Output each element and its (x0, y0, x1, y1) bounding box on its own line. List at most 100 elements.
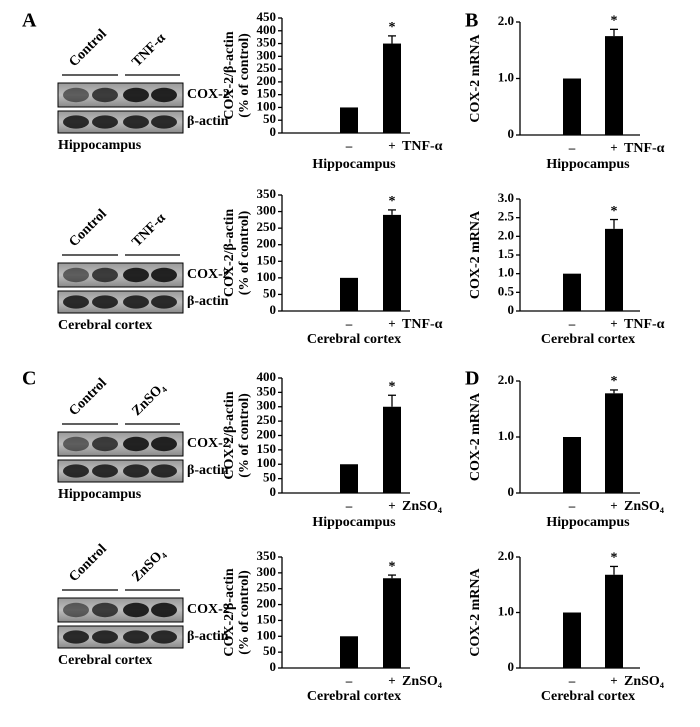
bar (383, 43, 401, 133)
bar (383, 214, 401, 311)
blot-band (151, 115, 177, 129)
x-axis-label: Cerebral cortex (307, 332, 401, 347)
blot-band (92, 436, 118, 452)
y-tick-label: 100 (257, 269, 277, 284)
significance: * (389, 559, 396, 574)
blot-band (63, 436, 89, 452)
x-tick-label: + (610, 140, 617, 155)
significance: * (611, 14, 618, 29)
blot-band (151, 630, 177, 644)
y-tick-label: 1.0 (498, 603, 514, 618)
blot-strip (57, 625, 184, 649)
y-tick-label: 300 (257, 564, 277, 579)
protein-label: β-actin (187, 629, 229, 644)
treatment-label: TNF-α (624, 317, 665, 332)
x-tick-label: – (568, 140, 576, 155)
x-tick-label: – (345, 498, 353, 513)
protein-label: β-actin (187, 463, 229, 478)
y-tick-label: 200 (257, 596, 277, 611)
y-axis-label: COX-2 mRNA (468, 567, 483, 656)
y-tick-label: 250 (257, 219, 277, 234)
blot-band (92, 267, 118, 283)
y-tick-label: 200 (257, 73, 277, 88)
blot-band (151, 87, 177, 103)
panel-letter: C (22, 368, 36, 390)
lane-label: ZnSO₄ (129, 380, 168, 419)
blot-band (92, 602, 118, 618)
y-tick-label: 350 (257, 383, 277, 398)
bar (340, 636, 358, 668)
y-axis-label: COX-2/β-actin (222, 209, 237, 297)
significance: * (611, 204, 618, 219)
x-tick-label: + (388, 498, 395, 513)
y-tick-label: 2.5 (498, 209, 515, 224)
blot-band (123, 630, 149, 644)
treatment-label: TNF-α (402, 139, 443, 154)
x-axis-label: Cerebral cortex (307, 689, 401, 704)
lane-label: Control (66, 376, 110, 420)
x-tick-label: – (345, 138, 353, 153)
blot-band (92, 87, 118, 103)
bar (605, 36, 623, 135)
bar (340, 107, 358, 133)
blot-strip (57, 459, 184, 483)
y-tick-label: 150 (257, 252, 277, 267)
protein-label: COX-2 (187, 436, 230, 451)
y-tick-label: 0 (508, 302, 515, 317)
significance: * (611, 551, 618, 566)
y-tick-label: 250 (257, 412, 277, 427)
bar (563, 78, 581, 135)
panel-letter: D (465, 368, 479, 390)
bar (605, 228, 623, 311)
y-tick-label: 50 (263, 643, 276, 658)
x-tick-label: – (568, 673, 576, 688)
y-tick-label: 1.0 (498, 69, 514, 84)
y-tick-label: 200 (257, 236, 277, 251)
blot-band (63, 464, 89, 478)
protein-label: COX-2 (187, 602, 230, 617)
y-tick-label: 0 (508, 484, 515, 499)
region-label: Hippocampus (58, 138, 142, 153)
y-tick-label: 0 (508, 659, 515, 674)
blot-band (151, 436, 177, 452)
y-axis-label: COX-2 mRNA (468, 33, 483, 122)
y-tick-label: 400 (257, 22, 277, 37)
lane-label: TNF-α (129, 31, 168, 70)
y-tick-label: 100 (257, 455, 277, 470)
x-tick-label: + (610, 498, 617, 513)
bar (605, 574, 623, 668)
y-axis-label: COX-2/β-actin (222, 568, 237, 656)
y-tick-label: 0 (270, 659, 277, 674)
y-tick-label: 2.0 (498, 372, 514, 387)
y-axis-label: COX-2/β-actin (222, 31, 237, 119)
lane-label: Control (66, 27, 110, 71)
x-axis-label: Hippocampus (546, 157, 630, 172)
blot-band (123, 436, 149, 452)
blot-band (151, 464, 177, 478)
lane-label: Control (66, 207, 110, 251)
y-tick-label: 150 (257, 441, 277, 456)
y-tick-label: 350 (257, 35, 277, 50)
blot-band (92, 295, 118, 309)
significance: * (389, 20, 396, 35)
treatment-label: ZnSO₄ (624, 499, 665, 514)
bar (340, 464, 358, 493)
blot-band (123, 464, 149, 478)
y-axis-label: (% of control) (237, 210, 252, 295)
y-tick-label: 300 (257, 203, 277, 218)
lane-label: ZnSO₄ (129, 546, 168, 585)
x-tick-label: + (610, 316, 617, 331)
x-tick-label: – (568, 498, 576, 513)
y-tick-label: 2.0 (498, 548, 514, 563)
blot-band (123, 267, 149, 283)
treatment-label: ZnSO₄ (402, 499, 443, 514)
y-tick-label: 300 (257, 47, 277, 62)
panel-letter: B (465, 10, 478, 32)
bar (563, 273, 581, 311)
panel-letter: A (22, 10, 37, 32)
y-axis-label: (% of control) (237, 570, 252, 655)
blot-band (63, 115, 89, 129)
x-axis-label: Cerebral cortex (541, 689, 635, 704)
blot-band (151, 267, 177, 283)
treatment-label: TNF-α (624, 141, 665, 156)
